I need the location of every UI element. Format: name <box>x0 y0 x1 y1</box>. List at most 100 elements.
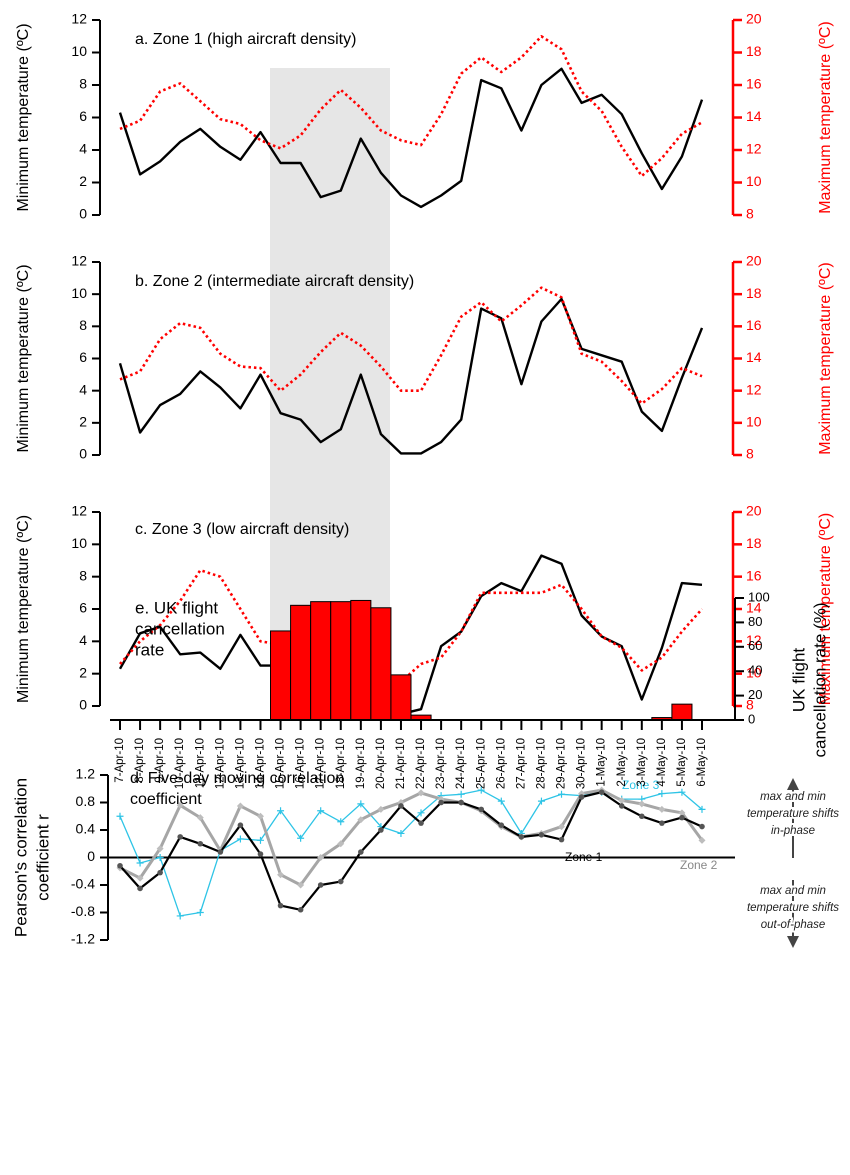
marker <box>337 840 345 848</box>
x-tick-label: 29-Apr-10 <box>556 738 568 789</box>
series-line <box>119 35 703 178</box>
y-tick-label: 6 <box>79 349 87 365</box>
panel-title: coefficient <box>130 791 202 808</box>
marker <box>176 801 184 809</box>
annotation: temperature shifts <box>747 902 839 914</box>
marker <box>477 786 485 794</box>
x-tick-label: 25-Apr-10 <box>475 738 487 789</box>
marker <box>537 797 545 805</box>
marker <box>698 805 706 813</box>
marker <box>558 836 565 843</box>
y2-tick-label: 16 <box>746 567 762 583</box>
x-tick-label: 9-Apr-10 <box>154 738 166 783</box>
marker <box>297 906 304 913</box>
marker <box>317 882 324 888</box>
marker <box>136 874 144 882</box>
marker <box>116 812 124 820</box>
y-tick-label: 60 <box>748 638 762 653</box>
y-tick-label: 40 <box>748 663 762 678</box>
annotation: in-phase <box>771 825 815 837</box>
x-tick-label: 10-Apr-10 <box>174 738 186 789</box>
y-tick-label: 8 <box>79 317 87 333</box>
x-tick-label: 19-Apr-10 <box>355 738 367 789</box>
marker <box>698 836 706 844</box>
annotation: max and min <box>760 791 826 803</box>
marker <box>176 912 184 920</box>
panel-title: d. Five-day moving correlation <box>130 770 344 787</box>
bar <box>390 674 412 721</box>
y2-tick-label: 14 <box>746 349 762 365</box>
marker <box>538 832 545 838</box>
marker <box>699 823 705 830</box>
marker <box>398 803 404 809</box>
axis-label: Maximum temperature (ºC) <box>817 513 834 706</box>
panel-title: e. UK flight <box>135 598 218 617</box>
y-tick-label: 6 <box>79 108 87 124</box>
x-tick-label: 15-Apr-10 <box>275 738 287 789</box>
marker <box>237 822 244 828</box>
x-tick-label: 11-Apr-10 <box>194 738 206 788</box>
x-tick-label: 5-May-10 <box>676 738 688 787</box>
series-label: Zone 3 <box>622 778 660 792</box>
y2-tick-label: 20 <box>746 253 762 269</box>
marker <box>256 812 264 820</box>
marker <box>458 799 464 806</box>
marker <box>358 849 364 855</box>
x-tick-label: 22-Apr-10 <box>415 738 427 789</box>
series-line <box>119 286 703 405</box>
y-tick-label: -0.8 <box>71 903 95 919</box>
y2-tick-label: 16 <box>746 317 762 333</box>
marker <box>618 796 626 804</box>
y2-tick-label: 12 <box>746 141 762 157</box>
marker <box>196 909 204 916</box>
y-tick-label: -1.2 <box>71 931 95 947</box>
marker <box>277 871 285 879</box>
marker <box>558 790 566 798</box>
y-tick-label: 8 <box>79 76 87 92</box>
panel-title: c. Zone 3 (low aircraft density) <box>135 521 349 538</box>
axis-label: Minimum temperature (ºC) <box>15 515 32 703</box>
marker <box>438 799 444 806</box>
marker <box>117 862 123 869</box>
y2-tick-label: 10 <box>746 664 762 680</box>
x-tick-label: 13-Apr-10 <box>234 738 246 789</box>
bar <box>330 601 352 721</box>
marker <box>618 803 625 809</box>
y-tick-label: 0.4 <box>76 821 96 837</box>
y-tick-label: 80 <box>748 614 762 629</box>
y-tick-label: 20 <box>748 687 762 702</box>
marker <box>638 813 645 820</box>
marker <box>678 788 686 796</box>
y2-tick-label: 18 <box>746 43 762 59</box>
series-line <box>119 568 703 684</box>
panel-title: cancellation <box>135 619 225 638</box>
panel-title: rate <box>135 640 164 659</box>
x-tick-label: 24-Apr-10 <box>455 738 467 789</box>
y-tick-label: 8 <box>79 567 87 583</box>
marker <box>337 878 344 885</box>
bar <box>370 607 392 721</box>
y-tick-label: 12 <box>71 253 87 269</box>
x-tick-label: 4-May-10 <box>656 738 668 787</box>
bar <box>290 604 312 721</box>
marker <box>638 800 646 808</box>
y2-tick-label: 8 <box>746 446 754 462</box>
marker <box>217 849 224 855</box>
y2-tick-label: 14 <box>746 108 762 124</box>
x-tick-label: 12-Apr-10 <box>214 738 226 789</box>
y-tick-label: 0 <box>79 446 87 462</box>
y-tick-label: 2 <box>79 414 87 430</box>
arrow-head <box>787 778 799 790</box>
bar <box>310 601 332 721</box>
y-tick-label: 6 <box>79 600 87 616</box>
x-tick-label: 28-Apr-10 <box>535 738 547 789</box>
axis-label: Maximum temperature (ºC) <box>817 21 834 214</box>
x-tick-label: 16-Apr-10 <box>295 738 307 789</box>
x-tick-label: 20-Apr-10 <box>375 738 387 789</box>
y2-tick-label: 10 <box>746 173 762 189</box>
marker <box>397 829 405 837</box>
marker <box>558 823 566 831</box>
annotation: out-of-phase <box>761 919 826 931</box>
marker <box>236 802 244 810</box>
